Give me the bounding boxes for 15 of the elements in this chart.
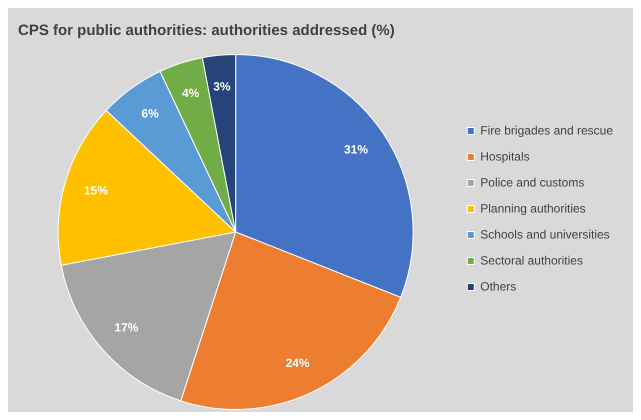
legend-label: Hospitals (480, 149, 530, 164)
legend-label: Fire brigades and rescue (480, 123, 614, 138)
data-label: 31% (344, 142, 368, 156)
data-label: 17% (114, 320, 139, 335)
legend-label: Police and customs (480, 175, 584, 190)
data-label: 3% (213, 79, 231, 94)
chart-title: CPS for public authorities: authorities addressed (%) (18, 22, 395, 40)
data-label: 24% (286, 356, 310, 370)
legend-label: Others (480, 279, 516, 294)
data-label: 6% (141, 106, 160, 121)
legend-label: Sectoral authorities (480, 253, 583, 268)
data-label: 15% (84, 184, 108, 198)
legend-label: Schools and universities (480, 227, 610, 242)
legend-label: Planning authorities (480, 201, 586, 216)
data-label: 4% (182, 86, 200, 100)
